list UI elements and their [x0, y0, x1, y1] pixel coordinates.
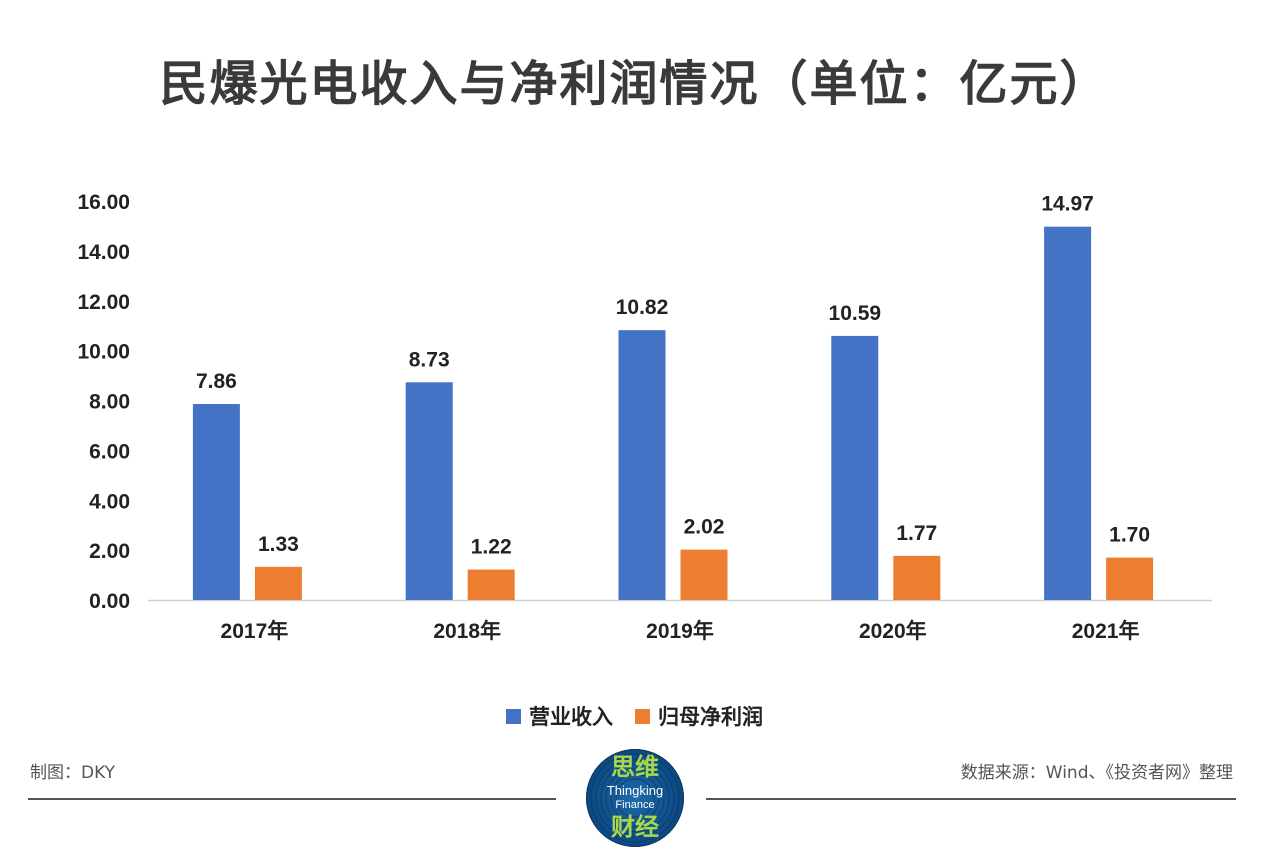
data-label-net-profit: 1.22 — [471, 536, 512, 559]
data-label-revenue: 10.82 — [616, 296, 669, 319]
data-label-net-profit: 1.33 — [258, 533, 299, 556]
data-label-net-profit: 1.70 — [1109, 524, 1150, 547]
bar-net-profit — [893, 555, 941, 600]
y-tick-label: 14.00 — [77, 241, 130, 264]
y-tick-label: 12.00 — [77, 291, 130, 314]
bar-value-labels: 7.86 1.33 8.73 1.22 10.82 2.02 10.59 1.77 14.97 1… — [196, 193, 1150, 559]
y-tick-label: 0.00 — [89, 590, 130, 613]
x-tick-label: 2020年 — [859, 619, 927, 643]
x-axis-ticks: 2017年 2018年 2019年 2020年 2021年 — [221, 619, 1140, 643]
x-tick-label: 2018年 — [433, 619, 501, 643]
y-tick-label: 4.00 — [89, 490, 130, 513]
bar-net-profit — [254, 566, 302, 600]
data-label-revenue: 14.97 — [1041, 193, 1094, 216]
y-tick-label: 2.00 — [89, 540, 130, 563]
logo-text-cn-bottom: 财经 — [611, 812, 659, 841]
bar-revenue — [831, 335, 879, 600]
legend-item-net-profit: 归母净利润 — [635, 701, 763, 731]
page-title: 民爆光电收入与净利润情况（单位：亿元） — [159, 56, 1110, 112]
bar-net-profit — [1106, 557, 1154, 600]
logo-rings-icon — [590, 753, 680, 843]
legend-label-net-profit: 归母净利润 — [658, 705, 763, 729]
bar-revenue — [618, 330, 666, 600]
legend: 营业收入 归母净利润 — [0, 701, 1269, 731]
brand-logo: 思维 Thingking Finance 财经 — [586, 749, 684, 847]
bar-revenue — [192, 403, 240, 600]
y-tick-label: 16.00 — [77, 191, 130, 214]
data-label-revenue: 8.73 — [409, 348, 450, 371]
bars — [192, 226, 1154, 601]
data-label-net-profit: 1.77 — [896, 522, 937, 545]
data-label-revenue: 10.59 — [829, 302, 882, 325]
x-tick-label: 2019年 — [646, 619, 714, 643]
logo-text-en-2: Finance — [615, 799, 655, 811]
legend-item-revenue: 营业收入 — [506, 701, 613, 731]
x-tick-label: 2021年 — [1072, 619, 1140, 643]
data-label-net-profit: 2.02 — [684, 516, 725, 539]
logo-text-cn-top: 思维 — [611, 752, 659, 781]
legend-label-revenue: 营业收入 — [529, 705, 613, 729]
bar-net-profit — [467, 569, 515, 600]
footer-divider-right — [706, 798, 1236, 800]
y-tick-label: 6.00 — [89, 440, 130, 463]
y-tick-label: 8.00 — [89, 391, 130, 414]
y-axis-ticks: 0.00 2.00 4.00 6.00 8.00 10.00 12.00 14.00 16.00 — [77, 191, 130, 613]
legend-swatch-net-profit — [635, 708, 650, 724]
y-tick-label: 10.00 — [77, 341, 130, 364]
footer-source: 数据来源：Wind、《投资者网》整理 — [960, 763, 1233, 783]
footer-divider-left — [28, 798, 556, 800]
data-label-revenue: 7.86 — [196, 370, 237, 393]
bar-revenue — [405, 382, 453, 600]
bar-net-profit — [680, 549, 728, 600]
bar-revenue — [1044, 226, 1092, 601]
x-tick-label: 2017年 — [221, 619, 289, 643]
legend-swatch-revenue — [506, 708, 521, 724]
footer-credit: 制图：DKY — [30, 763, 116, 783]
logo-text-en-1: Thingking — [606, 783, 664, 798]
